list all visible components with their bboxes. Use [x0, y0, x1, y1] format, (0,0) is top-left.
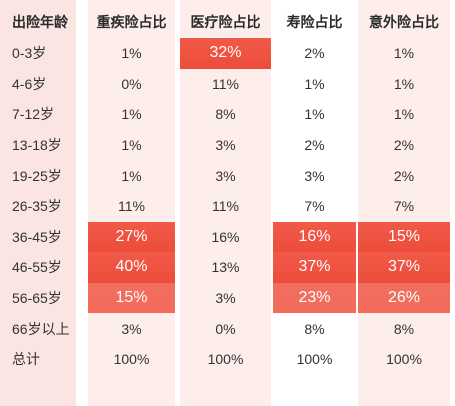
life-cell: 8%	[304, 320, 325, 337]
table-row: 36-45岁 27% 16% 16% 15%	[0, 221, 450, 253]
life-cell: 23%	[273, 282, 356, 314]
table-row: 46-55岁 40% 13% 37% 37%	[0, 252, 450, 283]
table-row: 13-18岁 1% 3% 2% 2%	[0, 130, 450, 161]
medical-cell: 11%	[212, 75, 239, 92]
medical-cell: 32%	[180, 38, 271, 69]
accident-cell: 100%	[386, 351, 422, 368]
medical-cell: 8%	[215, 106, 236, 123]
claims-by-age-table: 出险年龄 重疾险占比 医疗险占比 寿险占比 意外险占比 0-3岁 1% 32% 2% 1…	[0, 6, 450, 375]
medical-cell: 11%	[212, 198, 239, 215]
medical-cell: 13%	[211, 259, 240, 276]
critical-illness-cell: 3%	[121, 320, 142, 337]
medical-cell: 3%	[215, 137, 236, 154]
critical-illness-cell: 1%	[121, 106, 142, 123]
age-cell: 19-25岁	[12, 167, 62, 184]
life-cell: 3%	[304, 167, 325, 184]
header-critical-illness: 重疾险占比	[96, 14, 167, 30]
accident-cell: 7%	[393, 198, 415, 215]
table-row: 56-65岁 15% 3% 23% 26%	[0, 282, 450, 314]
life-cell: 7%	[304, 198, 325, 215]
life-cell: 1%	[304, 75, 325, 92]
table-row: 19-25岁 1% 3% 3% 2%	[0, 160, 450, 191]
age-cell: 总计	[12, 351, 40, 368]
age-cell: 36-45岁	[12, 228, 62, 245]
life-cell: 100%	[296, 351, 333, 368]
header-life: 寿险占比	[286, 14, 343, 30]
life-cell: 37%	[273, 252, 356, 283]
medical-cell: 3%	[215, 290, 236, 307]
header-row: 出险年龄 重疾险占比 医疗险占比 寿险占比 意外险占比	[0, 6, 450, 38]
age-cell: 46-55岁	[12, 259, 62, 276]
life-cell: 2%	[304, 45, 325, 62]
age-cell: 56-65岁	[12, 290, 62, 307]
table-row: 0-3岁 1% 32% 2% 1%	[0, 38, 450, 69]
age-cell: 4-6岁	[12, 75, 47, 92]
header-medical: 医疗险占比	[190, 14, 261, 30]
accident-cell: 1%	[393, 45, 415, 62]
age-cell: 13-18岁	[12, 137, 62, 154]
life-cell: 1%	[304, 106, 325, 123]
table-row: 66岁以上 3% 0% 8% 8%	[0, 313, 450, 344]
accident-cell: 15%	[358, 221, 450, 253]
table-row: 7-12岁 1% 8% 1% 1%	[0, 99, 450, 130]
critical-illness-cell: 1%	[121, 167, 142, 184]
critical-illness-cell: 11%	[118, 198, 145, 215]
accident-cell: 37%	[358, 252, 450, 283]
medical-cell: 3%	[215, 167, 236, 184]
critical-illness-cell: 1%	[121, 137, 142, 154]
accident-cell: 2%	[393, 137, 415, 154]
medical-cell: 16%	[211, 228, 240, 245]
table-row: 4-6岁 0% 11% 1% 1%	[0, 69, 450, 100]
header-age: 出险年龄	[12, 14, 68, 30]
medical-cell: 0%	[215, 320, 236, 337]
age-column-background	[0, 0, 76, 406]
critical-illness-cell: 40%	[88, 252, 175, 283]
table-row: 26-35岁 11% 11% 7% 7%	[0, 191, 450, 222]
life-column-background	[273, 0, 356, 406]
age-cell: 0-3岁	[12, 45, 47, 62]
table-row: 总计 100% 100% 100% 100%	[0, 344, 450, 375]
critical-illness-column-background	[88, 0, 175, 406]
age-cell: 7-12岁	[12, 106, 55, 123]
critical-illness-cell: 1%	[121, 45, 142, 62]
critical-illness-cell: 15%	[88, 282, 175, 314]
accident-cell: 1%	[393, 106, 415, 123]
medical-cell: 100%	[207, 351, 244, 368]
critical-illness-cell: 0%	[121, 75, 142, 92]
life-cell: 2%	[304, 137, 325, 154]
life-cell: 16%	[273, 221, 356, 253]
accident-cell: 1%	[393, 75, 415, 92]
accident-cell: 8%	[393, 320, 415, 337]
accident-cell: 26%	[358, 282, 450, 314]
accident-cell: 2%	[393, 167, 415, 184]
age-cell: 66岁以上	[12, 320, 70, 337]
accident-column-background	[358, 0, 450, 406]
header-accident: 意外险占比	[369, 14, 439, 30]
age-cell: 26-35岁	[12, 198, 62, 215]
critical-illness-cell: 100%	[113, 351, 150, 368]
critical-illness-cell: 27%	[88, 221, 175, 253]
